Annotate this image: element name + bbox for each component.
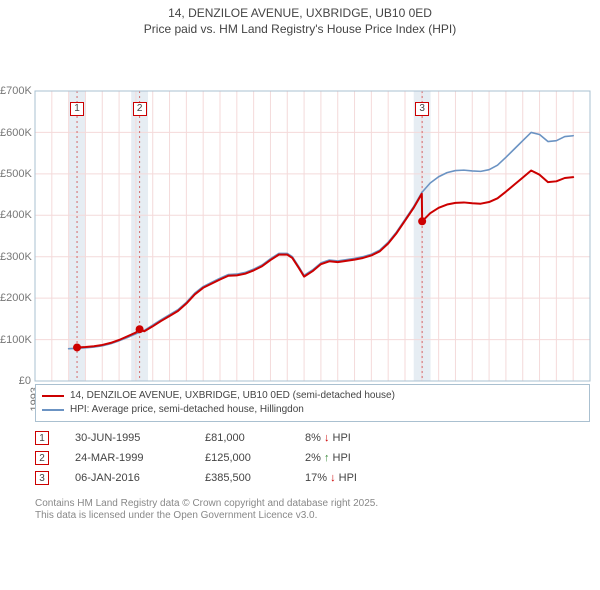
chart-svg xyxy=(0,43,600,427)
sales-table-row: 1 30-JUN-1995£81,0008% ↓ HPI xyxy=(35,428,425,448)
sale-vs-hpi: 2% ↑ HPI xyxy=(305,452,425,464)
y-tick-label: £200K xyxy=(0,292,31,304)
license-line1: Contains HM Land Registry data © Crown c… xyxy=(35,498,378,509)
sale-marker-badge: 3 xyxy=(415,102,429,116)
sale-marker-badge: 3 xyxy=(35,471,49,485)
y-tick-label: £600K xyxy=(0,127,31,139)
sales-table-row: 3 06-JAN-2016£385,50017% ↓ HPI xyxy=(35,468,425,488)
sale-vs-hpi: 17% ↓ HPI xyxy=(305,472,425,484)
sale-vs-hpi: 8% ↓ HPI xyxy=(305,432,425,444)
license-text: Contains HM Land Registry data © Crown c… xyxy=(35,498,590,522)
sales-table-row: 2 24-MAR-1999£125,0002% ↑ HPI xyxy=(35,448,425,468)
sale-price: £385,500 xyxy=(205,472,305,484)
sales-table: 1 30-JUN-1995£81,0008% ↓ HPI 2 24-MAR-1999£… xyxy=(35,428,425,488)
legend-label: HPI: Average price, semi-detached house,… xyxy=(70,403,304,417)
legend-row: HPI: Average price, semi-detached house,… xyxy=(42,403,583,417)
title-line2: Price paid vs. HM Land Registry's House … xyxy=(144,22,456,36)
sale-price: £81,000 xyxy=(205,432,305,444)
sale-marker-badge: 2 xyxy=(133,102,147,116)
chart-container: 14, DENZILOE AVENUE, UXBRIDGE, UB10 0ED … xyxy=(0,0,600,590)
y-tick-label: £700K xyxy=(0,85,31,97)
sale-marker-badge: 2 xyxy=(35,451,49,465)
sale-marker-badge: 1 xyxy=(70,102,84,116)
chart-area: £0£100K£200K£300K£400K£500K£600K£700K 19… xyxy=(0,43,600,427)
sale-date: 30-JUN-1995 xyxy=(75,432,205,444)
y-tick-label: £300K xyxy=(0,251,31,263)
legend-swatch xyxy=(42,409,64,411)
legend: 14, DENZILOE AVENUE, UXBRIDGE, UB10 0ED … xyxy=(35,384,590,422)
sale-date: 24-MAR-1999 xyxy=(75,452,205,464)
y-tick-label: £500K xyxy=(0,168,31,180)
legend-label: 14, DENZILOE AVENUE, UXBRIDGE, UB10 0ED … xyxy=(70,389,395,403)
chart-title: 14, DENZILOE AVENUE, UXBRIDGE, UB10 0ED … xyxy=(0,0,600,37)
sale-marker-badge: 1 xyxy=(35,431,49,445)
legend-row: 14, DENZILOE AVENUE, UXBRIDGE, UB10 0ED … xyxy=(42,389,583,403)
license-line2: This data is licensed under the Open Gov… xyxy=(35,510,317,521)
legend-swatch xyxy=(42,395,64,397)
sale-date: 06-JAN-2016 xyxy=(75,472,205,484)
title-line1: 14, DENZILOE AVENUE, UXBRIDGE, UB10 0ED xyxy=(168,6,432,20)
y-tick-label: £400K xyxy=(0,209,31,221)
y-tick-label: £100K xyxy=(0,334,31,346)
sale-price: £125,000 xyxy=(205,452,305,464)
y-tick-label: £0 xyxy=(0,375,31,387)
